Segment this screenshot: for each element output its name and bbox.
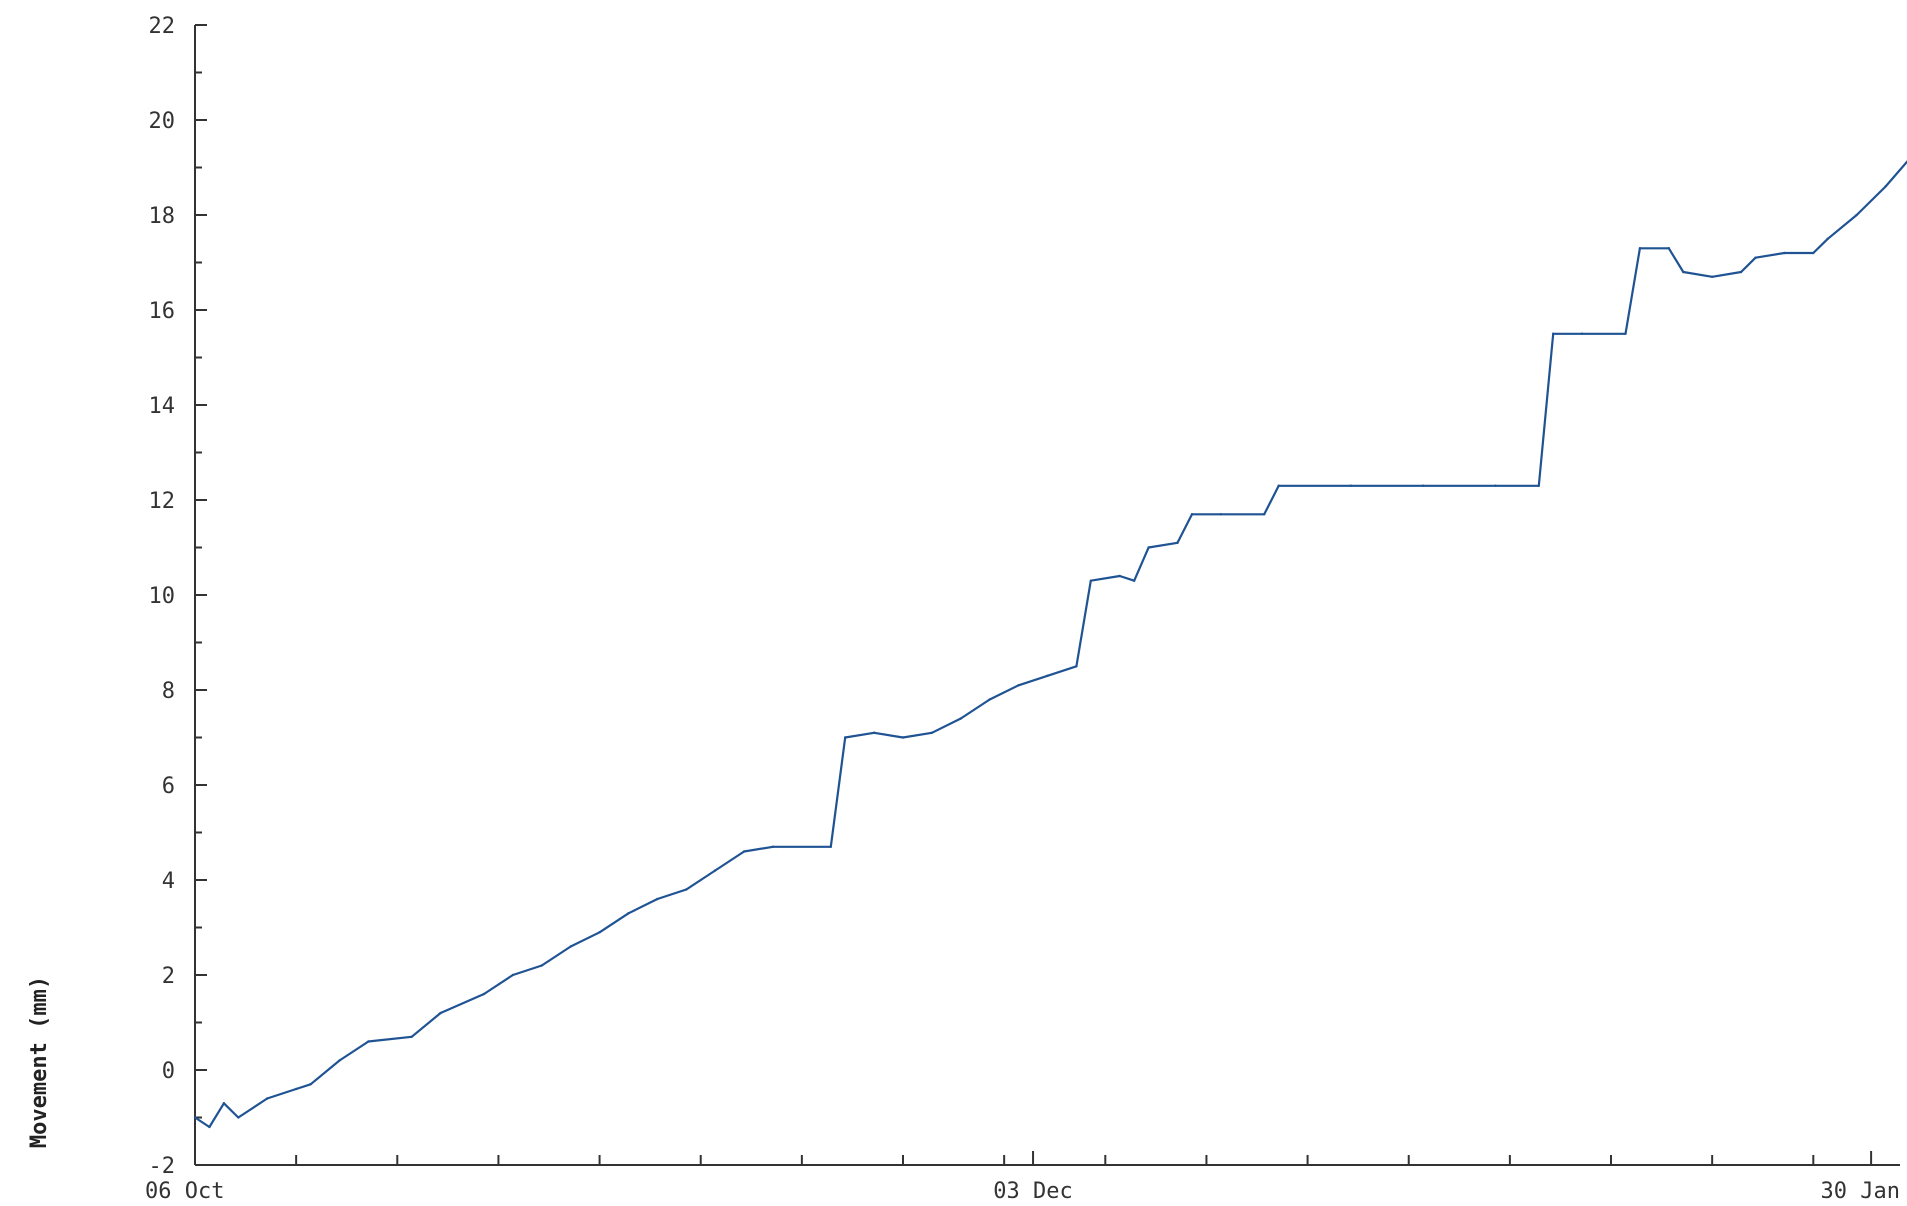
- data-point: [1421, 484, 1425, 487]
- data-point: [1667, 247, 1671, 250]
- y-axis-ticks: -2 0 2 4 6 8 10 12 14 16 18 20 22: [149, 14, 207, 1179]
- data-point: [1710, 275, 1714, 278]
- data-point: [1017, 684, 1020, 687]
- data-point: [569, 945, 572, 948]
- data-point: [844, 736, 847, 739]
- data-point: [1537, 484, 1540, 487]
- data-point: [1624, 332, 1627, 335]
- data-point: [1884, 185, 1887, 188]
- data-point: [1552, 332, 1555, 335]
- series-layer: [193, 160, 1907, 1129]
- y-tick-label: 0: [162, 1059, 175, 1084]
- data-point: [1739, 270, 1743, 274]
- data-point: [1176, 541, 1179, 544]
- y-tick-label: 12: [149, 489, 176, 514]
- y-tick-label: 20: [149, 109, 176, 134]
- data-point: [872, 731, 876, 734]
- data-point: [1046, 674, 1049, 677]
- data-point: [713, 869, 717, 872]
- data-point: [930, 731, 934, 734]
- data-point: [627, 912, 630, 915]
- y-tick-label: 8: [162, 679, 175, 704]
- y-tick-label: 10: [149, 584, 176, 609]
- data-point: [193, 1116, 197, 1119]
- data-point: [1812, 251, 1815, 255]
- data-point: [1219, 513, 1223, 516]
- data-point: [1263, 513, 1266, 516]
- data-point: [237, 1116, 240, 1119]
- data-point: [771, 845, 775, 848]
- data-point: [988, 698, 991, 701]
- y-tick-label: 18: [149, 204, 176, 229]
- data-point: [367, 1040, 370, 1043]
- data-point: [1580, 332, 1584, 335]
- data-point: [208, 1125, 211, 1129]
- data-point: [1190, 513, 1194, 516]
- data-point: [410, 1035, 413, 1038]
- data-point: [1826, 237, 1829, 240]
- axes: [194, 25, 1900, 1166]
- data-point: [685, 888, 688, 891]
- data-point: [1132, 579, 1136, 582]
- data-point: [1682, 270, 1685, 274]
- data-point: [901, 736, 905, 739]
- data-point: [511, 973, 515, 977]
- data-point: [540, 964, 543, 967]
- data-point: [1118, 574, 1121, 578]
- data-point: [829, 845, 832, 848]
- data-point: [1783, 251, 1786, 255]
- data-point: [439, 1011, 442, 1015]
- data-point: [1754, 256, 1757, 259]
- data-point: [1089, 579, 1093, 582]
- data-point: [959, 717, 963, 720]
- data-point: [1277, 484, 1280, 487]
- x-axis-ticks: 06 Oct 03 Dec 30 Jan: [145, 1151, 1900, 1204]
- data-point: [1494, 484, 1497, 487]
- data-point: [1075, 665, 1078, 668]
- x-tick-label: 06 Oct: [145, 1179, 224, 1204]
- y-tick-label: 4: [162, 869, 175, 894]
- data-point: [294, 1087, 298, 1091]
- y-tick-label: 16: [149, 299, 176, 324]
- y-tick-label: 14: [149, 394, 176, 419]
- y-tick-label: 6: [162, 774, 175, 799]
- data-point: [482, 992, 486, 996]
- data-point: [598, 931, 601, 934]
- data-point: [742, 850, 746, 853]
- data-point: [656, 897, 659, 901]
- x-tick-label: 30 Jan: [1821, 1179, 1900, 1204]
- y-axis-title: Movement (mm): [27, 976, 52, 1148]
- data-point: [266, 1097, 269, 1100]
- data-point: [309, 1083, 312, 1086]
- data-point: [1147, 546, 1150, 549]
- x-tick-label: 03 Dec: [993, 1179, 1072, 1204]
- series-line-0: [194, 160, 1907, 1129]
- data-point: [1855, 213, 1858, 217]
- y-tick-label: -2: [149, 1154, 176, 1179]
- y-tick-label: 2: [162, 964, 175, 989]
- data-point: [338, 1059, 341, 1062]
- data-point: [1349, 484, 1353, 487]
- data-point: [1638, 247, 1642, 250]
- data-point: [222, 1102, 226, 1105]
- y-tick-label: 22: [149, 14, 176, 39]
